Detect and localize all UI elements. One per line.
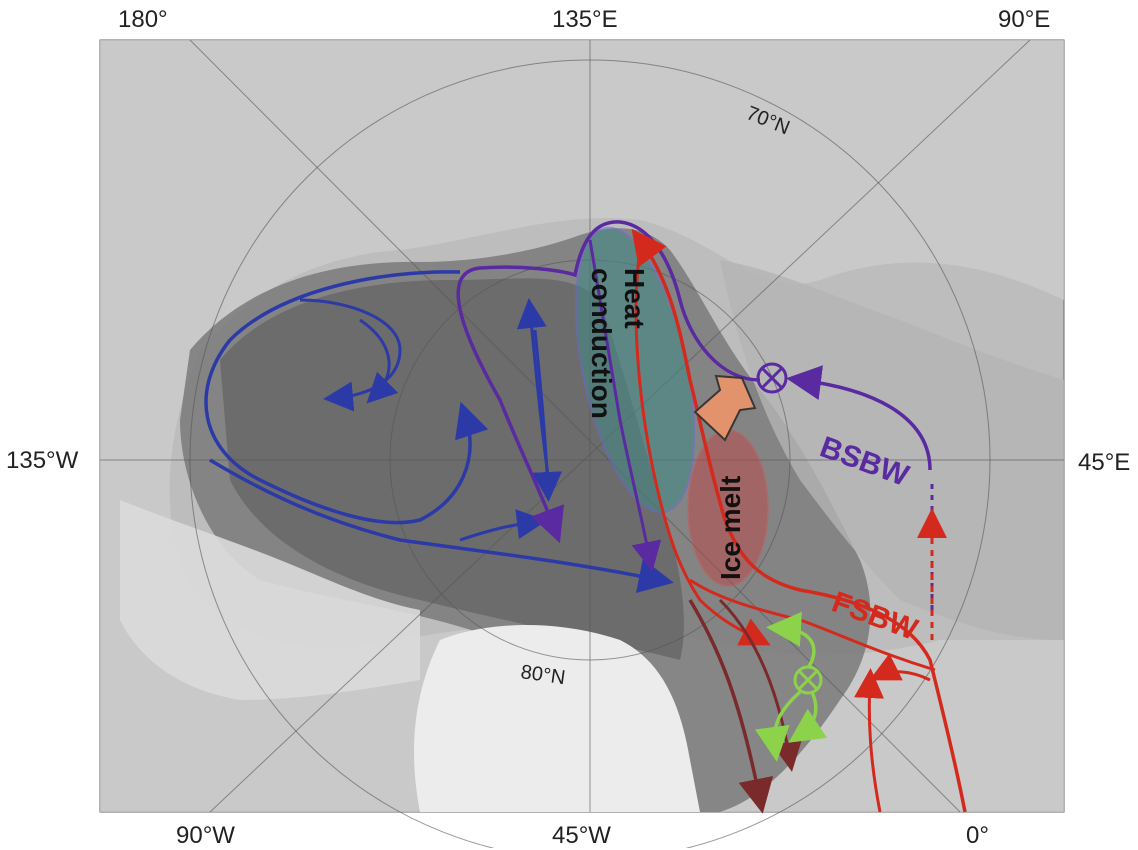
left-axis-label-135w: 135°W <box>6 447 79 474</box>
right-axis-label-45e: 45°E <box>1078 449 1131 476</box>
bottom-axis-label-0: 0° <box>966 822 989 849</box>
continental-shelf <box>100 40 1064 812</box>
beaufort-gyre-flow <box>204 270 489 525</box>
bottom-axis-label-45w: 45°W <box>552 822 611 849</box>
greenland-ice <box>414 625 700 812</box>
bsbw-loop <box>456 220 761 544</box>
ice-melt-label: Ice melt <box>715 476 746 580</box>
fsbw-flow-main <box>631 228 967 813</box>
fsbw-return-1 <box>634 249 771 646</box>
blue-bottom-arrow <box>459 509 547 542</box>
meridian-180-0 <box>189 39 961 813</box>
blue-gyre-bottom <box>209 458 674 594</box>
blue-vertical-flow-down <box>532 329 563 502</box>
downwelling-marker-bsbw <box>756 362 788 394</box>
green-flow-up <box>766 611 816 669</box>
barents-shelf <box>720 260 1064 640</box>
green-flow-down-left <box>754 690 802 762</box>
green-flow-down-right <box>788 691 828 743</box>
dark-outflow-1 <box>688 599 774 814</box>
bsbw-flow-main <box>786 365 932 471</box>
top-axis-label-90e: 90°E <box>998 6 1051 33</box>
bsbw-inner <box>588 239 662 572</box>
heat-label: Heat <box>619 268 650 329</box>
top-axis-label-135e: 135°E <box>552 6 618 33</box>
fsbw-east-branch <box>869 653 931 682</box>
conduction-label: conduction <box>586 268 617 419</box>
fsbw-return-2 <box>854 668 885 813</box>
archipelago <box>120 500 420 700</box>
heat-flux-arrow <box>693 374 757 442</box>
blue-inner-loop-2 <box>359 318 399 404</box>
bottom-axis-label-90w: 90°W <box>176 822 235 849</box>
top-axis-label-180: 180° <box>118 6 168 33</box>
